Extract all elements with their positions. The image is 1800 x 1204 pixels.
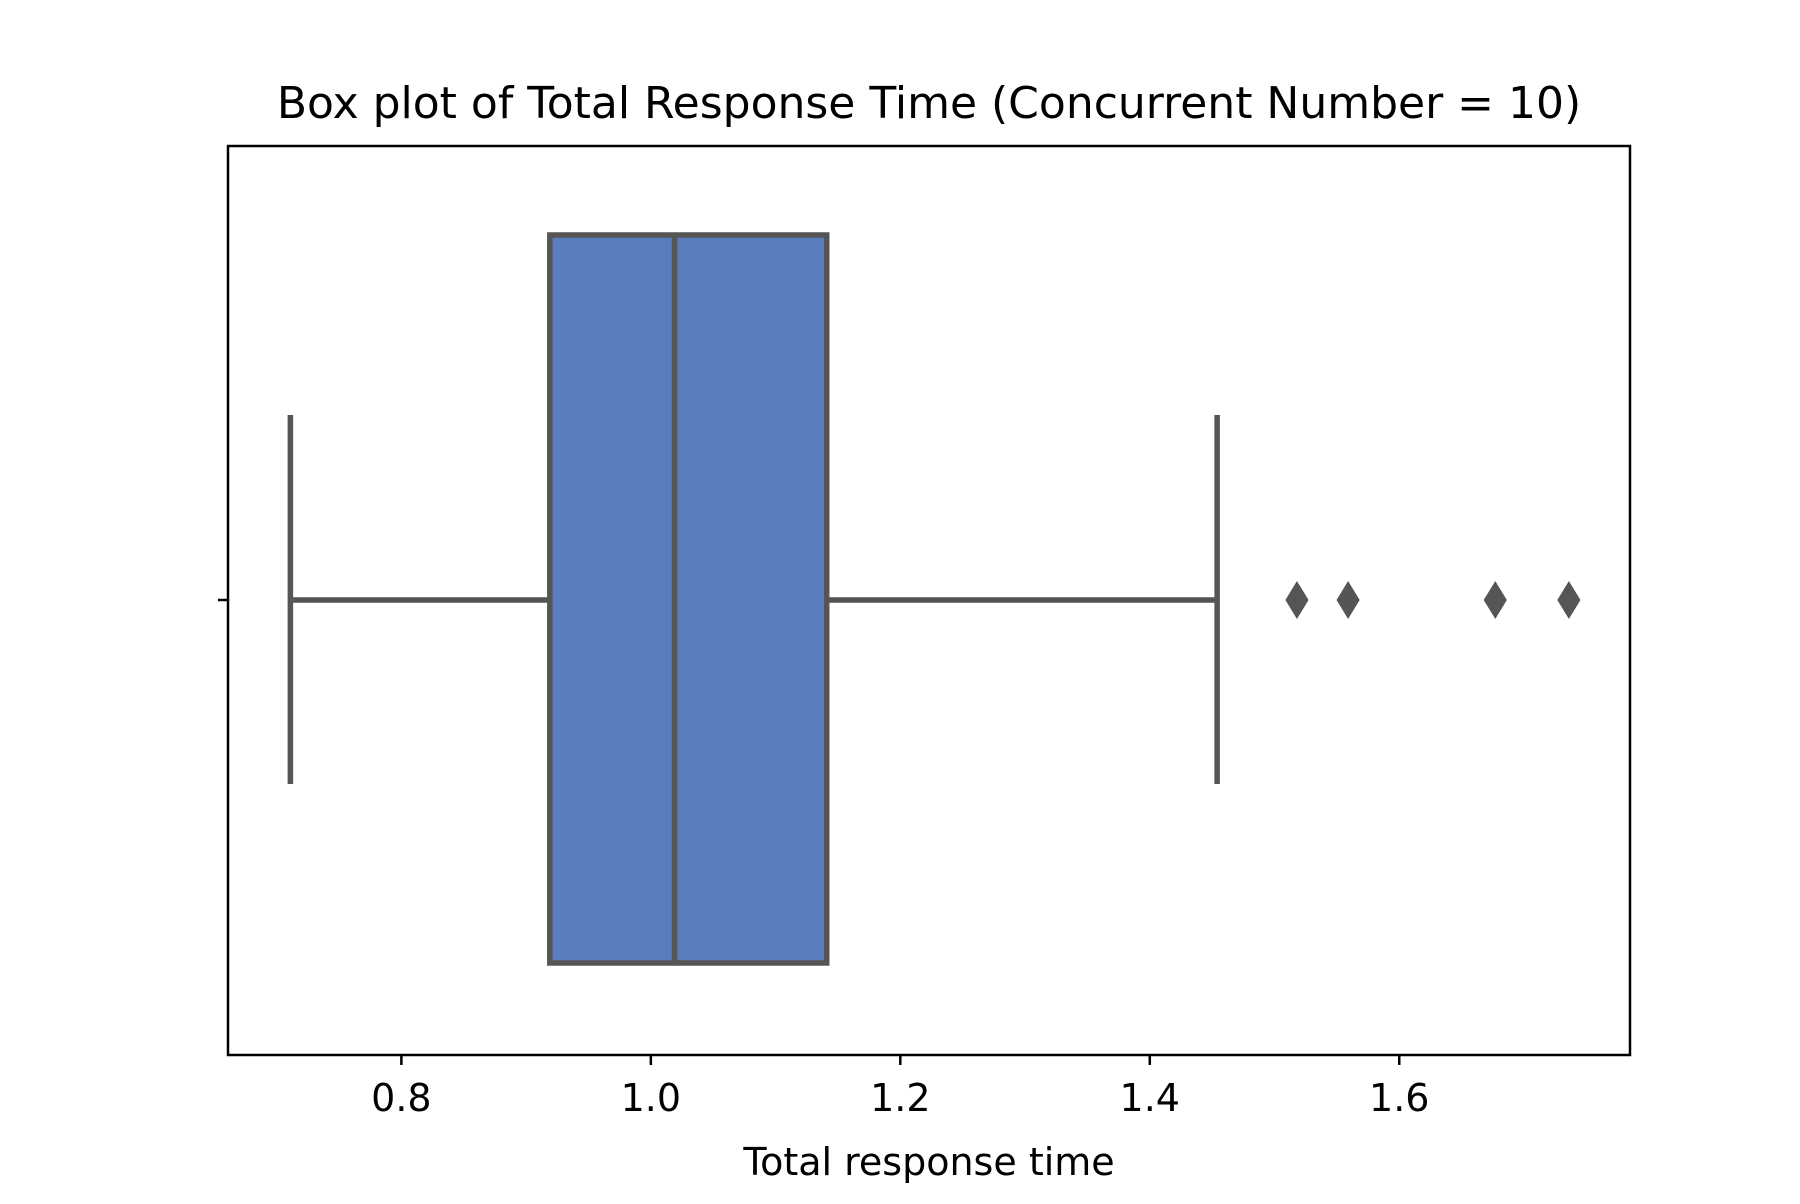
outlier-point [1557, 581, 1581, 619]
outlier-point [1285, 581, 1309, 619]
iqr-box [547, 232, 830, 966]
x-axis: 0.8 1.0 1.2 1.4 1.6 [371, 1055, 1429, 1120]
plot-area [287, 232, 1581, 966]
outlier-point [1483, 581, 1507, 619]
x-tick-label: 0.8 [371, 1076, 431, 1120]
outlier-point [1336, 581, 1360, 619]
x-tick-label: 1.0 [621, 1076, 681, 1120]
x-tick-label: 1.4 [1120, 1076, 1180, 1120]
chart-title: Box plot of Total Response Time (Concurr… [277, 78, 1581, 129]
x-axis-label: Total response time [742, 1140, 1114, 1184]
x-tick-label: 1.6 [1369, 1076, 1429, 1120]
x-tick-label: 1.2 [870, 1076, 930, 1120]
